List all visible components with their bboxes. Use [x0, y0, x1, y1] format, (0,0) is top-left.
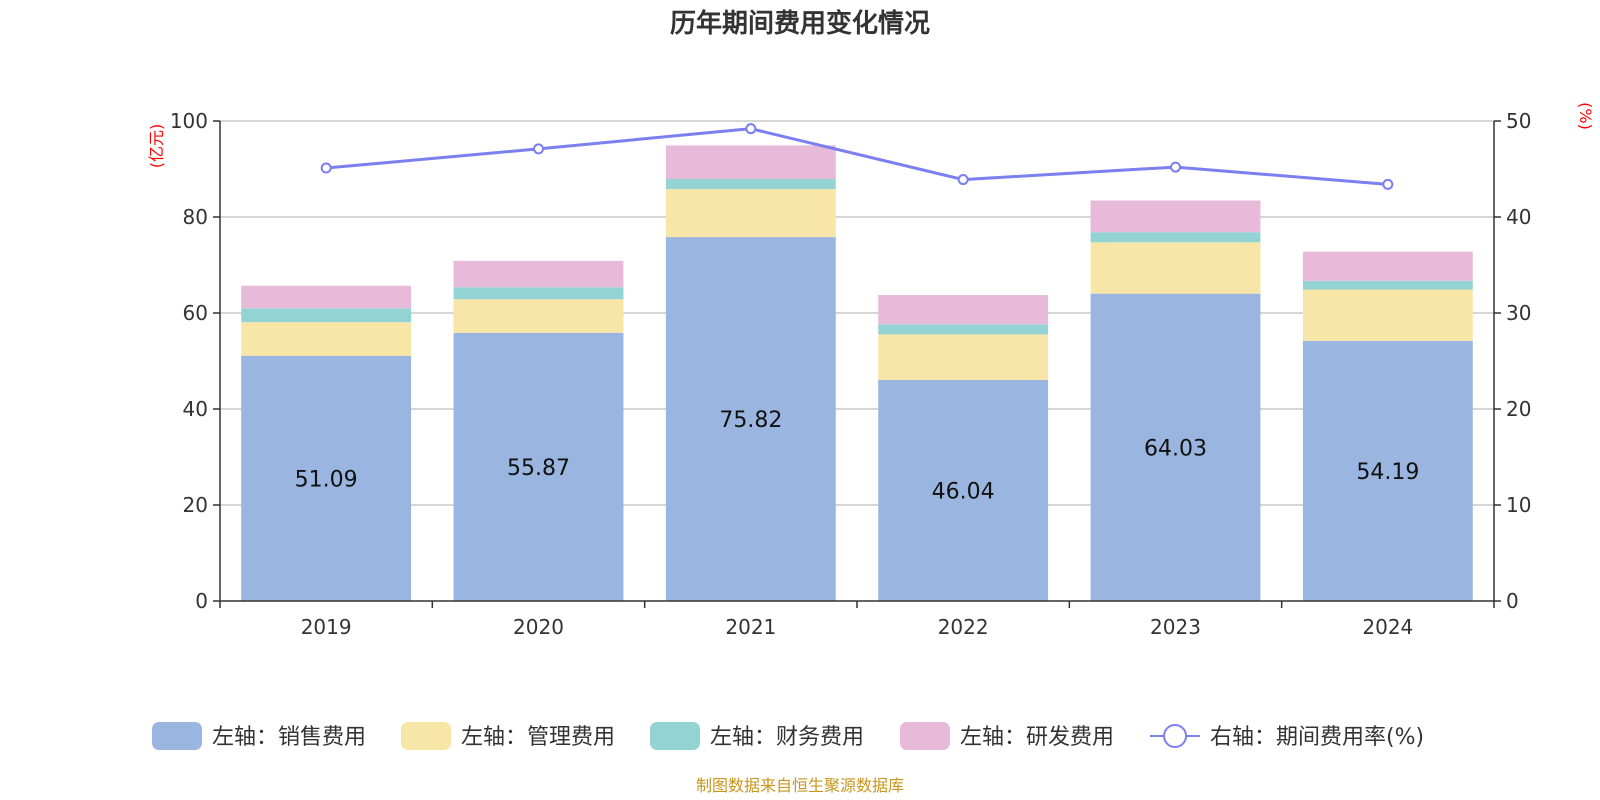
bar-segment-2 [1090, 232, 1261, 243]
bar-segment-0 [1302, 340, 1473, 601]
rate-line-point [1170, 161, 1181, 173]
bar-segment-1 [1302, 289, 1473, 341]
legend-label: 左轴：财务费用 [710, 725, 864, 750]
rate-line-point [320, 162, 332, 174]
rate-line-point [745, 123, 757, 135]
bar-data-label: 55.87 [507, 456, 570, 481]
bar-segment-0 [878, 380, 1049, 601]
right-axis-tick-label: 0 [1506, 589, 1519, 613]
grid-lines [220, 120, 1494, 506]
right-axis-tick-label: 50 [1506, 109, 1531, 133]
bar-segment-1 [453, 299, 624, 333]
bar-segment-2 [665, 178, 836, 190]
left-axis-tick-label: 0 [195, 589, 208, 613]
legend-swatch [401, 722, 451, 750]
bar-data-label: 75.82 [719, 408, 782, 433]
bar-segment-3 [665, 145, 836, 179]
bar-segment-2 [878, 324, 1049, 335]
left-axis-tick-label: 40 [183, 397, 208, 421]
x-axis-tick-label: 2022 [938, 615, 989, 639]
chart-title: 历年期间费用变化情况 [670, 8, 930, 39]
left-axis-tick-label: 100 [170, 109, 208, 133]
bar-segment-3 [1090, 200, 1261, 233]
bar-segment-3 [453, 260, 624, 288]
bar-segment-0 [241, 355, 412, 601]
right-axis-tick-label: 10 [1506, 493, 1531, 517]
right-axis-unit: (%) [1576, 102, 1595, 130]
left-axis-tick-label: 60 [183, 301, 208, 325]
legend-marker [1163, 724, 1187, 748]
bar-segment-1 [878, 334, 1049, 381]
data-labels-group: 51.09 55.87 75.82 46.04 64.03 54.19 [295, 408, 1420, 504]
bar-segment-2 [241, 308, 412, 323]
bar-segment-3 [878, 295, 1049, 325]
bar-segment-0 [453, 332, 624, 601]
bar-data-label: 51.09 [295, 467, 358, 492]
legend-swatch [900, 722, 950, 750]
bar-segment-3 [1302, 251, 1473, 281]
legend-swatch [152, 722, 202, 750]
rate-line [326, 127, 1388, 186]
bar-data-label: 64.03 [1144, 436, 1207, 461]
legend-label: 左轴：销售费用 [212, 725, 366, 750]
rate-line-point [957, 174, 969, 186]
legend-label: 左轴：研发费用 [960, 725, 1114, 750]
rate-line-group [320, 123, 1394, 190]
left-axis-tick-label: 20 [183, 493, 208, 517]
x-axis-tick-label: 2020 [513, 615, 564, 639]
bar-segment-1 [665, 189, 836, 238]
legend-label: 左轴：管理费用 [461, 725, 615, 750]
rate-line-point [1382, 178, 1394, 190]
x-axis-tick-label: 2024 [1362, 615, 1413, 639]
legend-label: 右轴：期间费用率(%) [1210, 725, 1424, 750]
bars-group [241, 145, 1473, 601]
x-axis-tick-label: 2023 [1150, 615, 1201, 639]
source-note: 制图数据来自恒生聚源数据库 [696, 776, 904, 795]
bar-segment-0 [1090, 293, 1261, 601]
bar-segment-1 [241, 322, 412, 356]
bar-segment-1 [1090, 242, 1261, 294]
bar-segment-3 [241, 285, 412, 309]
rate-line-point [533, 143, 544, 155]
right-axis-tick-label: 40 [1506, 205, 1531, 229]
left-axis-tick-label: 80 [183, 205, 208, 229]
bar-segment-0 [665, 237, 836, 601]
bar-data-label: 46.04 [932, 480, 995, 505]
right-axis-tick-label: 30 [1506, 301, 1531, 325]
bar-data-label: 54.19 [1356, 460, 1419, 485]
x-axis-tick-label: 2021 [725, 615, 776, 639]
right-axis-tick-label: 20 [1506, 397, 1531, 421]
x-axis-tick-label: 2019 [301, 615, 352, 639]
left-axis-unit: (亿元) [147, 124, 166, 169]
bar-segment-2 [453, 287, 624, 300]
axes-group: 0 20 40 60 80 100 0 10 20 30 40 50 2019 2020 2021 2022 2… [170, 109, 1532, 639]
legend: 左轴：销售费用 左轴：管理费用 左轴：财务费用 左轴：研发费用 右轴：期间费用率(%) [152, 722, 1424, 750]
legend-swatch [650, 722, 700, 750]
bar-segment-2 [1302, 280, 1473, 290]
